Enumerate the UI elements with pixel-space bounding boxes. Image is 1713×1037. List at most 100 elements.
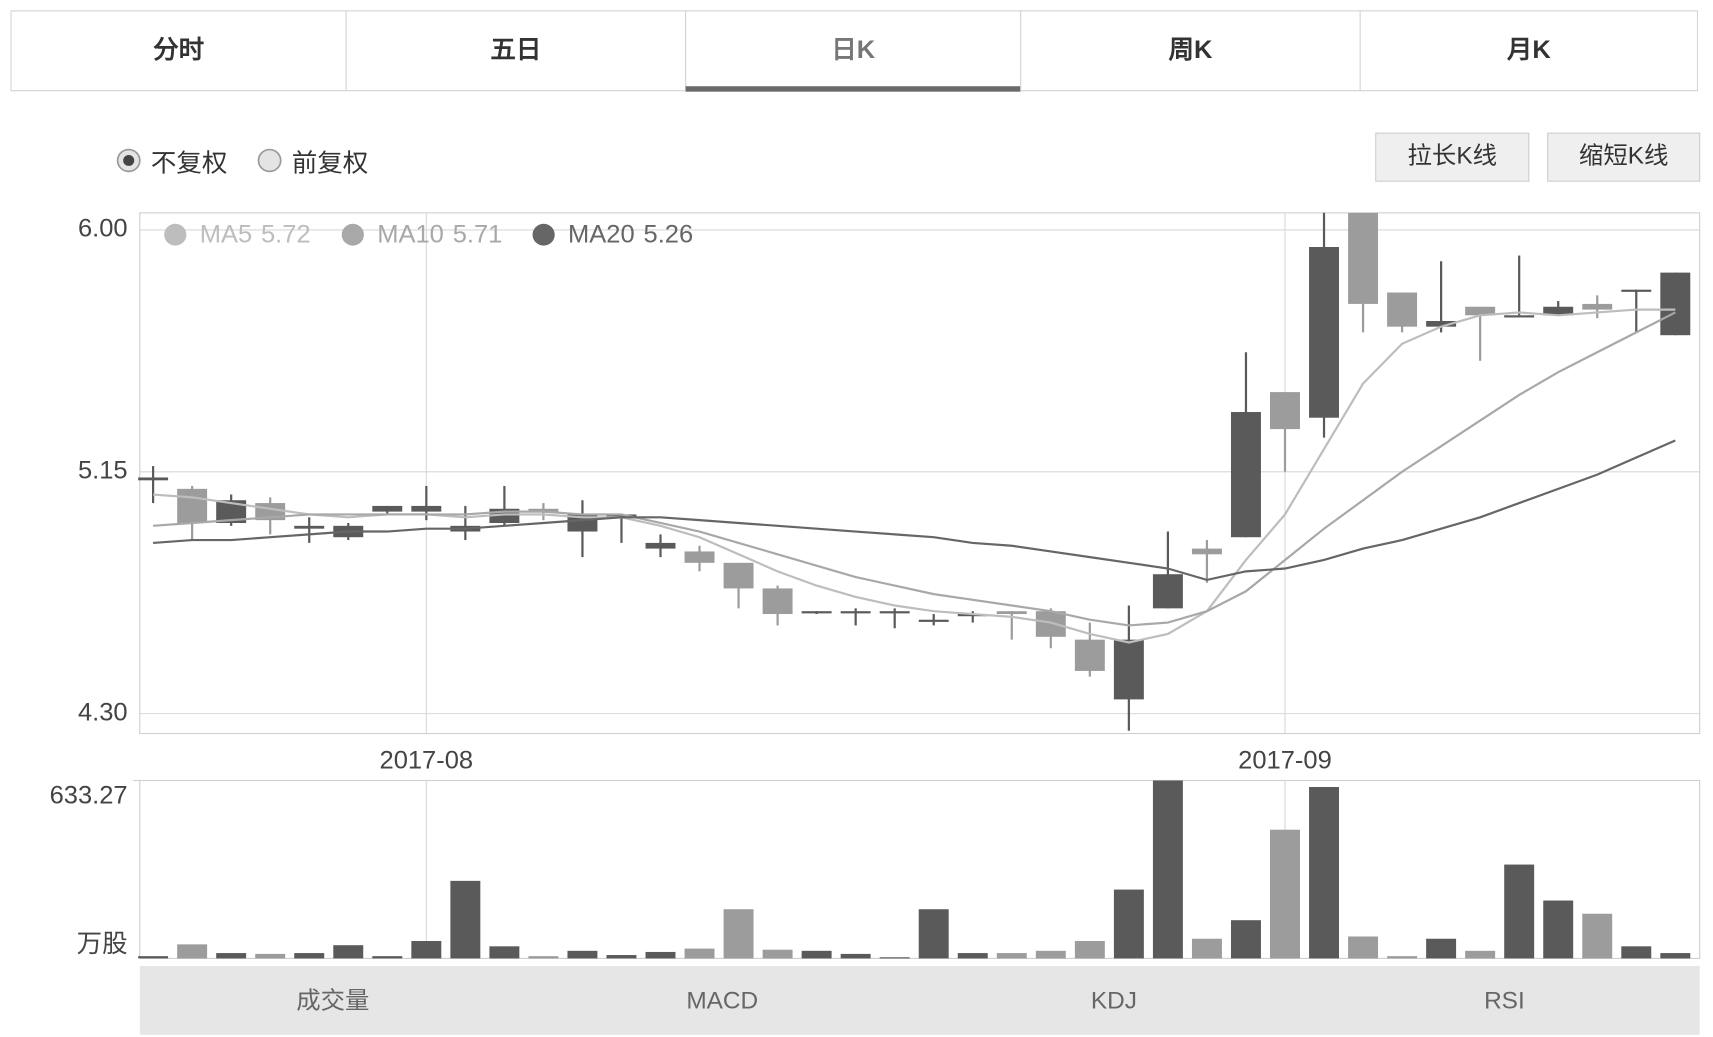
button-label[interactable]: 拉长K线 (1408, 143, 1497, 170)
legend-label: MA5 5.72 (200, 221, 311, 249)
button[interactable] (1375, 132, 1530, 182)
indicator-tab[interactable]: KDJ (1091, 988, 1137, 1015)
volume-bar (1504, 864, 1535, 959)
volume-bar (1152, 780, 1183, 959)
button[interactable] (1547, 132, 1701, 182)
volume-bar (801, 950, 832, 959)
y-tick-label: 4.30 (78, 698, 128, 726)
volume-bar (528, 956, 559, 959)
x-tick-label: 2017-09 (1238, 747, 1332, 775)
candle-body (1074, 639, 1105, 671)
volume-bar (1191, 938, 1222, 959)
tab-label[interactable]: 月K (1506, 36, 1552, 64)
volume-bar (567, 950, 598, 959)
radio[interactable] (257, 148, 282, 173)
candle-body (879, 611, 910, 614)
tab[interactable] (10, 10, 347, 92)
candle-body (1348, 212, 1379, 304)
radio-label[interactable]: 不复权 (151, 150, 228, 178)
ma-line (153, 439, 1676, 582)
legend-name: MA10 (377, 221, 444, 249)
volume-bar (1465, 950, 1496, 959)
legend-label: MA20 5.26 (568, 221, 693, 249)
tab-label[interactable]: 周K (1168, 36, 1213, 64)
legend-swatch (164, 223, 187, 246)
volume-bar (1582, 913, 1613, 959)
candle-body (1387, 292, 1418, 327)
legend-name: MA5 (200, 221, 252, 249)
volume-bar (1348, 936, 1379, 959)
candle-body (996, 611, 1027, 615)
candle-body (801, 611, 832, 614)
candle-body (1582, 303, 1613, 310)
y-tick-label: 6.00 (78, 215, 128, 243)
legend-value: 5.72 (261, 221, 311, 249)
volume-bar (645, 951, 676, 959)
y-tick-label: 633.27 (50, 782, 128, 810)
legend-label: MA10 5.71 (377, 221, 502, 249)
volume-bar (1621, 946, 1652, 959)
volume-bar (723, 909, 754, 959)
tab-label[interactable]: 分时 (153, 36, 204, 64)
legend-name: MA20 (568, 221, 635, 249)
volume-bar (1270, 829, 1300, 959)
legend-value: 5.26 (644, 221, 694, 249)
indicator-tab[interactable]: 成交量 (296, 988, 369, 1015)
candle-body (684, 551, 715, 563)
volume-bar (372, 956, 403, 959)
y-tick-label: 5.15 (78, 457, 128, 485)
legend-swatch (532, 223, 555, 246)
candle-body (294, 525, 325, 529)
volume-bar (333, 945, 364, 959)
candle-body (723, 562, 754, 589)
tab[interactable] (1359, 10, 1699, 92)
volume-bar (606, 955, 637, 959)
volume-bar (489, 946, 520, 959)
tab-label[interactable]: 日K (831, 36, 876, 64)
volume-bar (762, 949, 793, 959)
candle-body (645, 542, 676, 549)
candle-body (1543, 306, 1574, 316)
tab[interactable] (685, 10, 1022, 92)
tab-underline (685, 86, 1021, 92)
volume-bar (1309, 787, 1340, 959)
indicator-tab[interactable]: RSI (1484, 988, 1525, 1015)
volume-bar (957, 953, 988, 959)
x-tick-label: 2017-08 (380, 747, 474, 775)
candle-body (1621, 289, 1652, 292)
candle-body (1191, 548, 1222, 555)
price-plot (139, 212, 1701, 735)
volume-bar (879, 957, 910, 959)
tab[interactable] (345, 10, 687, 92)
candle-body (1309, 247, 1340, 418)
tab-label[interactable]: 五日 (490, 36, 541, 64)
ma-line (153, 311, 1676, 627)
candle-body (1270, 392, 1300, 430)
volume-bar (1074, 940, 1105, 959)
tab[interactable] (1020, 10, 1361, 92)
volume-bar (138, 956, 169, 959)
legend-swatch (341, 223, 364, 246)
candle-body (1660, 272, 1691, 336)
candle-body (216, 500, 247, 523)
volume-bar (918, 909, 949, 959)
volume-bar (450, 880, 481, 959)
candle-body (411, 505, 442, 512)
candle-body (528, 508, 559, 512)
candle-body (840, 611, 871, 614)
candle-body (1152, 574, 1183, 609)
indicator-tab[interactable]: MACD (686, 988, 758, 1015)
candle-body (372, 505, 403, 512)
radio-label[interactable]: 前复权 (292, 150, 369, 178)
button-label[interactable]: 缩短K线 (1579, 143, 1668, 170)
radio-dot (123, 155, 135, 166)
legend-value: 5.71 (453, 221, 503, 249)
volume-bar (1543, 900, 1574, 959)
volume-bar (996, 953, 1027, 959)
volume-bar (177, 944, 208, 959)
candle-body (1230, 412, 1261, 538)
volume-bar (255, 953, 286, 959)
candle-body (918, 619, 949, 622)
candle-body (762, 588, 793, 615)
